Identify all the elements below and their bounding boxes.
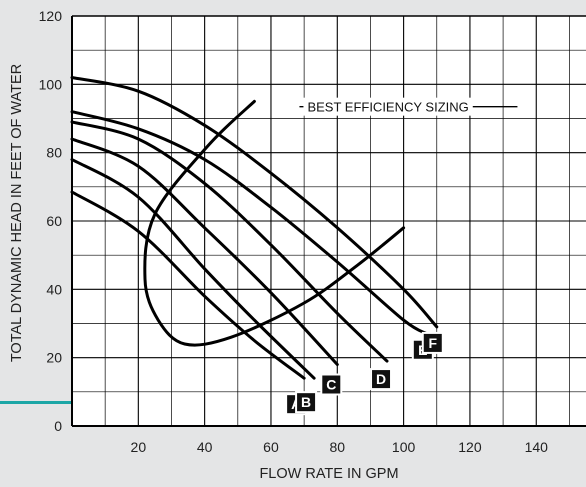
- y-tick-label: 40: [46, 281, 62, 297]
- y-tick-label: 120: [39, 8, 63, 24]
- x-tick-label: 20: [131, 439, 147, 455]
- badge-label: B: [301, 394, 311, 410]
- y-tick-label: 100: [39, 76, 63, 92]
- grid: [72, 16, 586, 426]
- series-line-d: [70, 120, 389, 363]
- accent-bar: [0, 401, 72, 404]
- series-badge-f: F: [421, 331, 444, 354]
- annotations: BEST EFFICIENCY SIZING: [299, 97, 518, 116]
- x-tick-label: 80: [330, 439, 346, 455]
- best-efficiency-curve: [143, 99, 406, 347]
- annotation-bg: [303, 97, 473, 116]
- axes: [71, 15, 586, 427]
- series-line-f: [70, 76, 439, 329]
- x-axis-title: FLOW RATE IN GPM: [259, 466, 398, 482]
- x-tick-label: 100: [392, 439, 416, 455]
- badge-label: D: [376, 371, 386, 387]
- badge-label: C: [326, 377, 336, 393]
- y-tick-label: 20: [46, 350, 62, 366]
- series-line-c: [70, 137, 339, 366]
- x-tick-label: 40: [197, 439, 213, 455]
- badge-box: [297, 393, 316, 412]
- series-line-b: [70, 158, 316, 380]
- x-tick-label: 60: [263, 439, 279, 455]
- series-line-a: [70, 190, 306, 380]
- y-axis-title: TOTAL DYNAMIC HEAD IN FEET OF WATER: [9, 64, 25, 362]
- badge-label: F: [428, 335, 437, 351]
- y-tick-label: 60: [46, 213, 62, 229]
- badge-box: [322, 375, 341, 394]
- y-tick-label: 80: [46, 145, 62, 161]
- x-tick-label: 140: [525, 439, 549, 455]
- badge-box: [372, 370, 391, 389]
- y-tick-label: 0: [54, 418, 62, 434]
- series-badge-b: B: [295, 391, 318, 414]
- tick-labels: 20 40 60 80 100 120 140 0 20 40 60 80 100 120: [39, 8, 549, 455]
- badge-box: [423, 333, 442, 352]
- series-line-e: [70, 110, 429, 336]
- series-group: [70, 76, 439, 380]
- annotation-text: BEST EFFICIENCY SIZING: [307, 100, 468, 115]
- series-badge-c: C: [320, 373, 343, 396]
- series-badge-d: D: [370, 368, 393, 391]
- x-tick-label: 120: [458, 439, 482, 455]
- best-efficiency-group: [143, 99, 406, 347]
- series-badges: ABCDEF: [285, 331, 444, 416]
